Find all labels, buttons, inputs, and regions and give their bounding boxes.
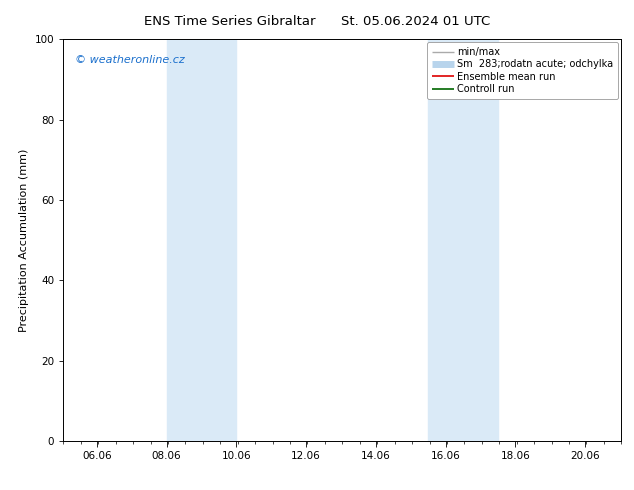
- Legend: min/max, Sm  283;rodatn acute; odchylka, Ensemble mean run, Controll run: min/max, Sm 283;rodatn acute; odchylka, …: [427, 42, 618, 99]
- Y-axis label: Precipitation Accumulation (mm): Precipitation Accumulation (mm): [19, 148, 29, 332]
- Bar: [167, 39, 236, 441]
- Bar: [428, 39, 498, 441]
- Text: © weatheronline.cz: © weatheronline.cz: [75, 55, 184, 65]
- Text: ENS Time Series Gibraltar      St. 05.06.2024 01 UTC: ENS Time Series Gibraltar St. 05.06.2024…: [144, 15, 490, 28]
